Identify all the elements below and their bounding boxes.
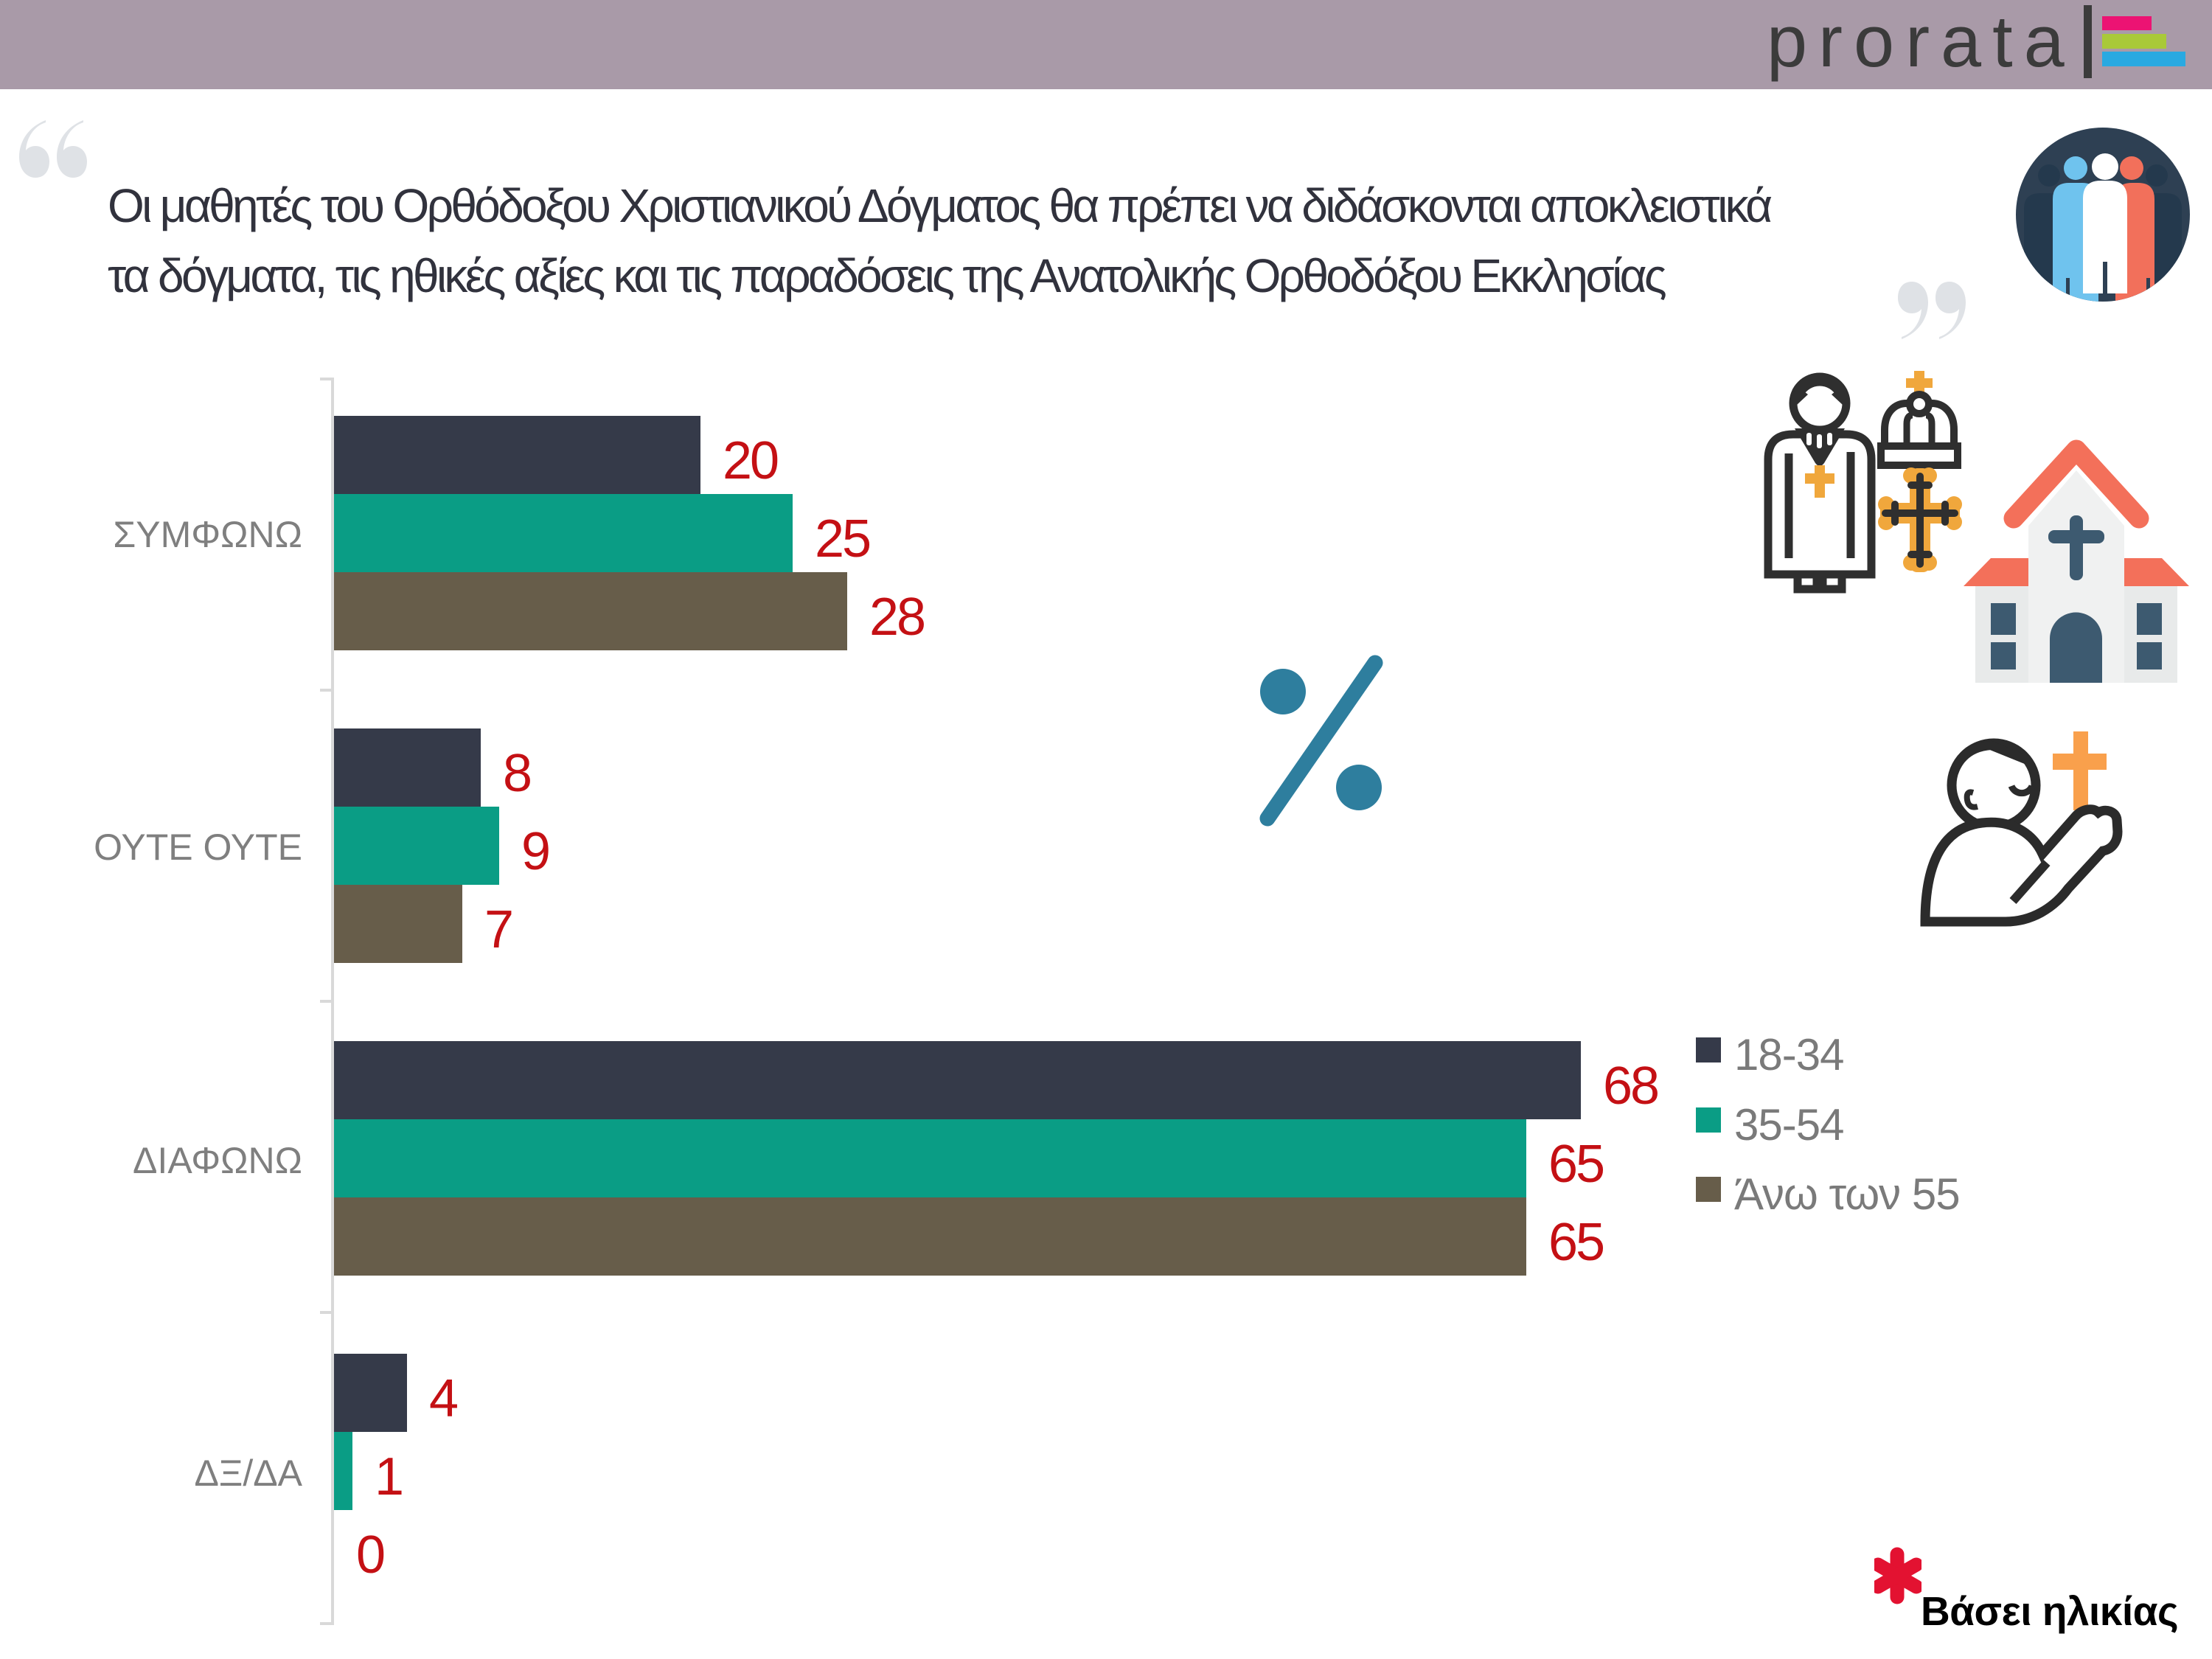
svg-text:prorata: prorata [1767, 0, 2076, 82]
